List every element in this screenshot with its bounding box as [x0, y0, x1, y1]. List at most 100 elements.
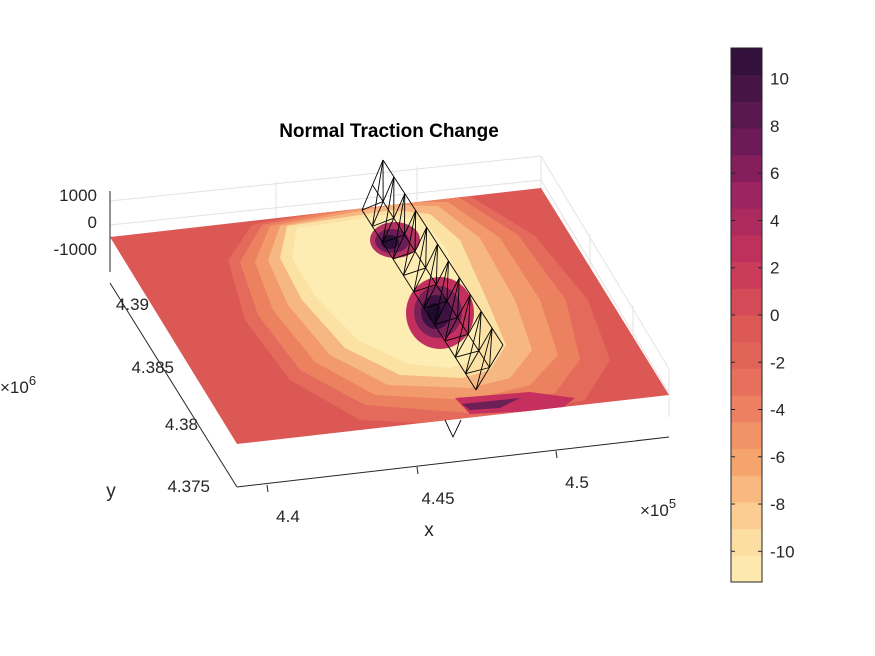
axes-grid	[109, 155, 670, 417]
mesh-edge	[414, 210, 417, 252]
mesh-edge	[426, 227, 438, 245]
mesh-edge	[371, 226, 384, 243]
traction-surface	[110, 188, 669, 444]
y-axis-label: y	[106, 481, 116, 502]
mesh-edge	[491, 327, 504, 346]
y-exponent-power: 6	[29, 373, 36, 388]
mesh-tip	[444, 419, 462, 439]
colorbar-band	[731, 448, 762, 476]
y-tick-label: 4.39	[116, 295, 149, 314]
mesh-edge	[465, 373, 477, 391]
z-tick-label: 1000	[59, 186, 97, 205]
mesh-edge	[413, 243, 438, 293]
x-tick-label: 4.4	[276, 507, 300, 526]
x-exponent-power: 5	[669, 496, 676, 511]
mesh-edge	[458, 277, 471, 295]
colorbar-tick-label: 2	[770, 259, 779, 278]
colorbar-band	[731, 154, 762, 182]
mesh-edge	[382, 234, 405, 244]
colorbar-tick-label: -4	[770, 401, 785, 420]
tick-labels: 4.4 4.45 4.5 4.375 4.38 4.385 4.39 1000 0 -1000	[54, 186, 589, 526]
colorbar-band	[731, 234, 762, 263]
colorbar-bands	[731, 48, 762, 583]
mesh-edge	[413, 284, 437, 293]
mesh-edge	[465, 311, 482, 374]
mesh-edge	[446, 260, 449, 302]
colorbar-band	[731, 421, 762, 449]
mesh-edge	[444, 277, 460, 342]
mesh-edge	[403, 210, 417, 276]
colorbar: 10 8 6 4 2 0 -2 -4 -6 -8 -10	[730, 47, 795, 583]
mesh-edge	[448, 260, 460, 278]
mesh-edge	[382, 176, 395, 243]
colorbar-tick-label: 8	[770, 117, 779, 136]
mesh-edge	[371, 159, 384, 227]
y-exponent: ×106	[0, 373, 36, 397]
mesh-edge	[469, 294, 482, 312]
contour-south-core	[462, 398, 520, 410]
mesh-edge	[489, 328, 493, 368]
mesh-edge	[475, 344, 504, 391]
mesh-edge	[382, 159, 395, 178]
x-tick-mark	[555, 450, 558, 459]
y-tick-label: 4.385	[131, 358, 174, 377]
mesh-edge	[444, 333, 469, 342]
mesh-edge	[413, 291, 425, 309]
mesh-edge	[475, 328, 493, 391]
mesh-edge	[392, 193, 406, 260]
colorbar-band	[731, 368, 762, 396]
mesh-edge	[425, 227, 428, 268]
colorbar-band	[731, 315, 762, 343]
mesh-edge	[444, 340, 456, 358]
colorbar-ticks: 10 8 6 4 2 0 -2 -4 -6 -8 -10	[731, 70, 795, 561]
lobe-center	[406, 277, 474, 349]
mesh-edge	[454, 357, 467, 374]
lobe-north	[370, 222, 420, 258]
colorbar-band	[731, 501, 762, 530]
mesh-edge	[455, 350, 479, 358]
x-axis-label: x	[424, 520, 434, 541]
x-exponent-base: ×10	[640, 501, 669, 520]
colorbar-tick-label: 4	[770, 211, 779, 230]
mesh-edge	[403, 275, 415, 293]
x-tick-mark	[416, 466, 419, 475]
colorbar-band	[731, 528, 762, 556]
colorbar-band	[731, 288, 762, 316]
colorbar-tick-label: -8	[770, 495, 785, 514]
mesh-edge	[423, 243, 438, 309]
z-tick-label: 0	[88, 213, 97, 232]
x-tick-mark	[266, 484, 269, 493]
mesh-edge	[434, 277, 460, 325]
mesh-edge	[478, 311, 482, 351]
mesh-edge	[392, 250, 416, 260]
colorbar-band	[731, 74, 762, 102]
mesh-edge	[361, 201, 384, 211]
mesh-edge	[435, 244, 438, 285]
fault-mesh	[361, 159, 504, 439]
colorbar-band	[731, 208, 762, 236]
x-tick-label: 4.5	[565, 473, 589, 492]
mesh-edge	[434, 324, 446, 342]
y-tick-label: 4.375	[167, 477, 210, 496]
colorbar-tick-label: 10	[770, 70, 789, 89]
x-tick-label: 4.45	[421, 489, 454, 508]
colorbar-band	[731, 181, 762, 209]
colorbar-tick-label: 0	[770, 306, 779, 325]
colorbar-band	[731, 555, 762, 583]
mesh-edge	[393, 176, 406, 194]
z-tick-label: -1000	[54, 240, 97, 259]
mesh-edge	[392, 258, 404, 276]
y-tick-label: 4.38	[165, 415, 198, 434]
mesh-edge	[361, 209, 373, 227]
axes-lines	[109, 191, 670, 488]
colorbar-band	[731, 101, 762, 129]
mesh-edge	[480, 311, 493, 329]
colorbar-band	[731, 261, 762, 289]
mesh-edge	[437, 243, 449, 262]
colorbar-band	[731, 48, 762, 76]
mesh-edge	[413, 227, 428, 292]
colorbar-tick-label: -10	[770, 542, 795, 561]
y-exponent-base: ×10	[0, 378, 29, 397]
x-exponent: ×105	[640, 496, 676, 520]
